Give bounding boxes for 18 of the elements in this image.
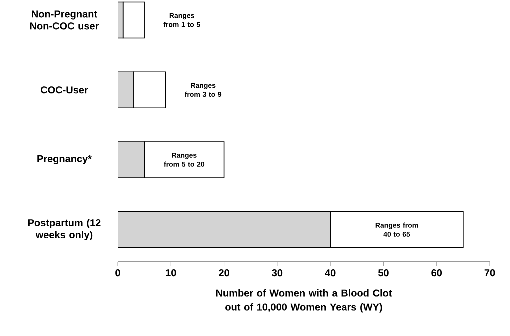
x-tick-label: 70 [484,270,496,277]
y-tick-label: Pregnancy* [38,156,92,164]
x-tick-label: 50 [378,270,389,277]
x-tick-label: 30 [272,270,283,277]
bar [118,72,134,109]
y-tick-label: COC-User [40,86,88,94]
x-axis-title: Number of Women with a Blood Clot out of 10,000 Women Years (WY) [216,289,392,313]
x-tick-label: 60 [432,270,442,277]
y-tick-label: Postpartum (12 weeks only) [28,219,101,241]
x-tick-label: 0 [116,270,120,277]
bar [118,142,145,178]
bar [144,142,225,178]
bar [118,211,331,248]
x-tick-label: 20 [219,270,230,277]
bar [134,72,166,109]
x-tick-label: 40 [325,270,336,277]
x-tick-label: 10 [166,270,176,277]
y-tick-label: Non-Pregnant Non-COC user [30,10,100,30]
